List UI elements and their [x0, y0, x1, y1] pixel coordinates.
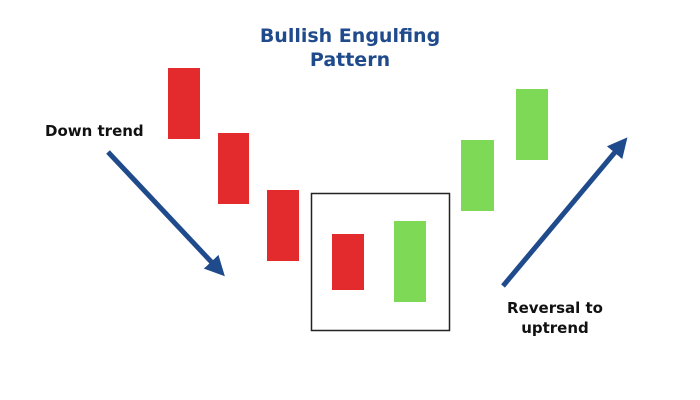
candle-bearish-3 — [267, 190, 299, 261]
candle-bullish-engulfing — [394, 221, 426, 302]
title-line-2: Pattern — [309, 49, 391, 71]
candle-bearish-1 — [168, 68, 200, 139]
candle-bearish-engulfed — [332, 234, 364, 290]
arrow-up-right-icon — [501, 137, 628, 288]
highlight-box — [310, 192, 451, 332]
title-line-1: Bullish Engulfing — [259, 25, 441, 47]
candle-bearish-2 — [218, 133, 249, 204]
down-trend-label: Down trend — [45, 122, 144, 140]
reversal-label: Reversal to uptrend — [505, 298, 605, 338]
arrow-down-right-icon — [106, 150, 225, 277]
diagram-title: Bullish Engulfing Pattern — [0, 24, 700, 72]
candle-bullish-2 — [516, 89, 548, 160]
candle-bullish-1 — [461, 140, 494, 211]
reversal-line-2: uptrend — [521, 319, 589, 337]
reversal-line-1: Reversal to — [507, 299, 603, 317]
